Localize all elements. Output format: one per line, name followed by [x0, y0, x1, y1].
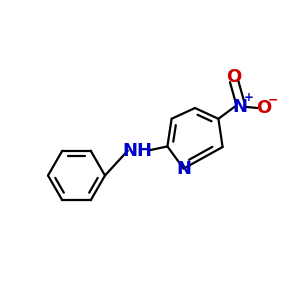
Text: N: N: [176, 160, 191, 178]
Text: O: O: [256, 99, 271, 117]
Text: NH: NH: [122, 142, 152, 160]
Text: N: N: [232, 98, 247, 116]
Text: +: +: [244, 91, 253, 104]
Text: O: O: [226, 68, 242, 85]
Text: −: −: [268, 94, 278, 107]
